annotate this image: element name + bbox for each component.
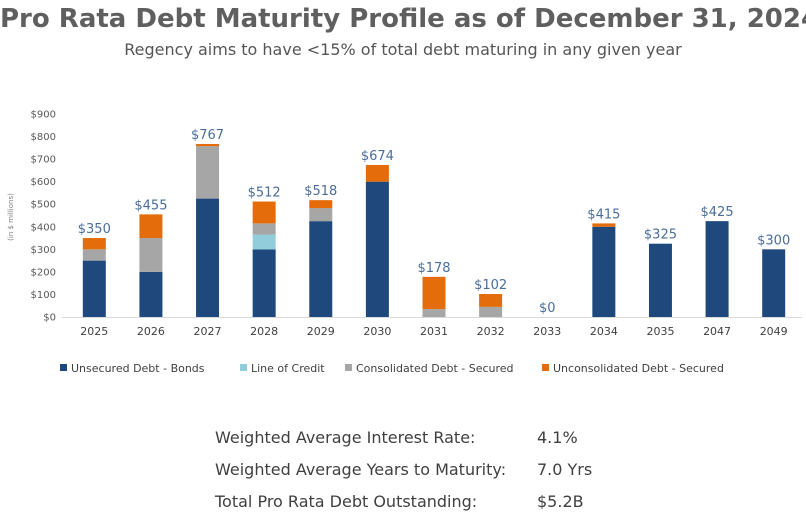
bar-segment xyxy=(252,223,276,235)
y-axis-ticks: $0 $100 $200 $300 $400 $500 $600 $700 $800 $900 xyxy=(31,110,56,324)
bar-total-label: $767 xyxy=(191,128,224,143)
bar-total-label: $350 xyxy=(78,222,111,237)
x-tick-label: 2035 xyxy=(646,325,674,338)
bar-segment xyxy=(309,200,333,209)
y-tick-label: $800 xyxy=(31,132,56,143)
legend-item: Unconsolidated Debt - Secured xyxy=(542,362,724,375)
legend-label: Consolidated Debt - Secured xyxy=(356,362,514,375)
y-tick-label: $600 xyxy=(31,177,56,188)
legend-swatch xyxy=(240,364,247,371)
debt-summary: Weighted Average Interest Rate: 4.1% Wei… xyxy=(215,422,715,518)
bars xyxy=(82,143,786,317)
x-tick-label: 2033 xyxy=(533,325,561,338)
bar-segment xyxy=(592,223,616,227)
x-tick-label: 2034 xyxy=(590,325,618,338)
legend-item: Unsecured Debt - Bonds xyxy=(60,362,205,375)
x-tick-label: 2032 xyxy=(477,325,505,338)
stat-value: $5.2B xyxy=(537,492,584,511)
bar-segment xyxy=(196,143,220,147)
page-title: Pro Rata Debt Maturity Profile as of Dec… xyxy=(0,4,806,34)
bar-segment xyxy=(648,243,672,317)
bar-total-label: $455 xyxy=(134,198,167,213)
legend-item: Consolidated Debt - Secured xyxy=(345,362,514,375)
y-tick-label: $200 xyxy=(31,267,56,278)
y-tick-label: $900 xyxy=(31,110,56,121)
stat-label: Total Pro Rata Debt Outstanding: xyxy=(215,492,478,511)
bar-segment xyxy=(422,309,446,317)
y-tick-label: $700 xyxy=(31,155,56,166)
bar-segment xyxy=(762,249,786,317)
x-tick-label: 2028 xyxy=(250,325,278,338)
bar-total-label: $518 xyxy=(304,184,337,199)
y-tick-label: $300 xyxy=(31,245,56,256)
legend-label: Unsecured Debt - Bonds xyxy=(71,362,205,375)
bar-segment xyxy=(309,221,333,317)
y-tick-label: $500 xyxy=(31,200,56,211)
bar-total-label: $325 xyxy=(644,228,677,243)
bar-segment xyxy=(82,260,106,317)
bar-total-label: $512 xyxy=(248,186,281,201)
legend-swatch xyxy=(542,364,549,371)
x-tick-label: 2025 xyxy=(80,325,108,338)
bar-segment xyxy=(365,181,389,317)
legend-swatch xyxy=(345,364,352,371)
bar-segment xyxy=(82,238,106,250)
stat-label: Weighted Average Years to Maturity: xyxy=(215,460,507,479)
stat-row-years-to-maturity: Weighted Average Years to Maturity: 7.0 … xyxy=(215,454,715,486)
bar-segment xyxy=(252,249,276,317)
legend: Unsecured Debt - Bonds Line of Credit Cons… xyxy=(60,362,760,378)
stat-row-total-debt: Total Pro Rata Debt Outstanding: $5.2B xyxy=(215,486,715,518)
bar-segment xyxy=(422,276,446,310)
x-tick-label: 2026 xyxy=(137,325,165,338)
x-tick-label: 2027 xyxy=(194,325,222,338)
bar-segment xyxy=(139,238,163,272)
bar-segment xyxy=(82,249,106,261)
stat-value: 7.0 Yrs xyxy=(537,460,593,479)
bar-total-label: $674 xyxy=(361,149,394,164)
debt-maturity-chart: (in $ millions) $0 $100 $200 $300 $400 $500 $6… xyxy=(7,110,802,338)
data-labels: $350 $455 $767 $512 $518 $674 $178 $102 $0 $415 $3… xyxy=(78,128,790,316)
x-tick-label: 2049 xyxy=(760,325,788,338)
y-tick-label: $100 xyxy=(31,290,56,301)
x-tick-label: 2030 xyxy=(363,325,391,338)
bar-segment xyxy=(705,221,729,317)
x-tick-label: 2047 xyxy=(703,325,731,338)
bar-total-label: $300 xyxy=(757,233,790,248)
legend-swatch xyxy=(60,364,67,371)
bar-total-label: $178 xyxy=(417,261,450,276)
bar-segment xyxy=(252,201,276,224)
x-tick-label: 2029 xyxy=(307,325,335,338)
page-subtitle: Regency aims to have <15% of total debt … xyxy=(124,40,682,59)
bar-total-label: $415 xyxy=(587,207,620,222)
y-tick-label: $400 xyxy=(31,222,56,233)
stat-label: Weighted Average Interest Rate: xyxy=(215,428,476,447)
stat-value: 4.1% xyxy=(537,428,578,447)
bar-segment xyxy=(196,146,220,199)
legend-label: Unconsolidated Debt - Secured xyxy=(553,362,724,375)
bar-total-label: $0 xyxy=(539,301,556,316)
bar-segment xyxy=(309,208,333,222)
y-tick-label: $0 xyxy=(43,313,56,324)
y-axis-label: (in $ millions) xyxy=(7,193,15,241)
bar-segment xyxy=(139,271,163,317)
x-axis-ticks: 2025 2026 2027 2028 2029 2030 2031 2032 2033 2034… xyxy=(80,325,787,338)
x-tick-label: 2031 xyxy=(420,325,448,338)
bar-total-label: $102 xyxy=(474,278,507,293)
stat-row-interest-rate: Weighted Average Interest Rate: 4.1% xyxy=(215,422,715,454)
bar-segment xyxy=(479,306,503,317)
bar-total-label: $425 xyxy=(701,205,734,220)
legend-label: Line of Credit xyxy=(251,362,325,375)
bar-segment xyxy=(365,164,389,182)
bar-segment xyxy=(252,234,276,250)
legend-item: Line of Credit xyxy=(240,362,325,375)
bar-segment xyxy=(479,293,503,307)
bar-segment xyxy=(139,214,163,239)
bar-segment xyxy=(196,198,220,317)
bar-segment xyxy=(592,226,616,317)
